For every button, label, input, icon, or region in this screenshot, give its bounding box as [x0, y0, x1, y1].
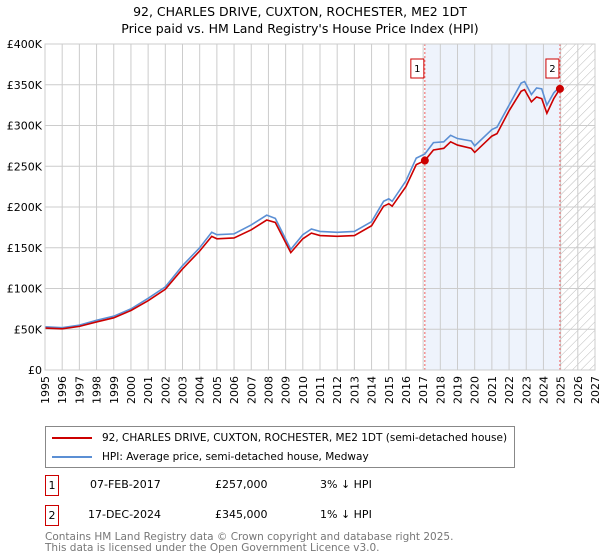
sale-hpi-diff: 1% ↓ HPI — [320, 508, 372, 521]
x-tick-label: 2007 — [245, 376, 258, 404]
red-line-swatch — [52, 437, 92, 439]
x-tick-label: 2009 — [280, 376, 293, 404]
sale-label-box — [410, 58, 425, 79]
chart-subtitle: Price paid vs. HM Land Registry's House … — [121, 21, 479, 36]
legend-item-hpi: HPI: Average price, semi-detached house,… — [52, 449, 369, 465]
x-tick-label: 2015 — [383, 376, 396, 404]
x-tick-label: 1995 — [39, 376, 52, 404]
sale-point — [555, 84, 564, 93]
x-tick-label: 2006 — [228, 376, 241, 404]
y-tick-label: £400K — [7, 38, 43, 51]
x-tick-label: 2002 — [159, 376, 172, 404]
sale-date: 17-DEC-2024 — [88, 508, 162, 521]
y-tick-label: £250K — [7, 160, 43, 173]
y-tick-label: £150K — [7, 242, 43, 255]
sale-badge: 2 — [45, 505, 59, 526]
x-tick-label: 2027 — [589, 376, 600, 404]
x-tick-label: 1997 — [73, 376, 86, 404]
x-tick-label: 2019 — [452, 376, 465, 404]
x-tick-label: 1999 — [108, 376, 121, 404]
sale-point — [420, 156, 429, 165]
x-tick-label: 2011 — [314, 376, 327, 404]
x-tick-label: 2008 — [262, 376, 275, 404]
sale-label-box — [545, 58, 560, 79]
x-tick-label: 2025 — [555, 376, 568, 404]
sale-price: £257,000 — [215, 478, 268, 491]
sale-label: 2 — [549, 64, 555, 75]
chart-title: 92, CHARLES DRIVE, CUXTON, ROCHESTER, ME… — [133, 4, 467, 19]
x-tick-label: 2023 — [520, 376, 533, 404]
legend-label: HPI: Average price, semi-detached house,… — [102, 451, 369, 463]
x-tick-label: 1996 — [56, 376, 69, 404]
x-tick-label: 2013 — [348, 376, 361, 404]
hpi-line — [44, 80, 561, 329]
sale-date: 07-FEB-2017 — [90, 478, 161, 491]
footer: Contains HM Land Registry data © Crown c… — [45, 532, 453, 554]
sale-label: 1 — [414, 64, 420, 75]
x-tick-label: 2003 — [177, 376, 190, 404]
sale-badge: 1 — [45, 475, 59, 496]
property-price-line — [44, 88, 561, 330]
x-tick-label: 2014 — [366, 376, 379, 404]
x-tick-label: 2020 — [469, 376, 482, 404]
x-tick-label: 2022 — [503, 376, 516, 404]
price-chart: 1995 1996 1997 1998 1999 2000 2001 2002 2003 2004… — [7, 38, 600, 404]
legend: 92, CHARLES DRIVE, CUXTON, ROCHESTER, ME… — [45, 426, 515, 468]
x-tick-label: 2000 — [125, 376, 138, 404]
legend-item-property: 92, CHARLES DRIVE, CUXTON, ROCHESTER, ME… — [52, 430, 507, 446]
x-tick-label: 2016 — [400, 376, 413, 404]
y-tick-label: £200K — [7, 201, 43, 214]
x-tick-label: 2012 — [331, 376, 344, 404]
sale-price: £345,000 — [215, 508, 268, 521]
x-tick-label: 2024 — [537, 376, 550, 404]
blue-line-swatch — [52, 456, 92, 458]
footer-line: This data is licensed under the Open Gov… — [45, 542, 380, 554]
y-tick-label: £0 — [28, 364, 42, 377]
x-tick-label: 2017 — [417, 376, 430, 404]
x-tick-label: 2018 — [434, 376, 447, 404]
sale-row: 1 07-FEB-2017 £257,000 3% ↓ HPI — [45, 475, 545, 496]
y-tick-label: £300K — [7, 120, 43, 133]
sale-hpi-diff: 3% ↓ HPI — [320, 478, 372, 491]
x-tick-label: 2001 — [142, 376, 155, 404]
legend-label: 92, CHARLES DRIVE, CUXTON, ROCHESTER, ME… — [102, 432, 508, 444]
y-tick-label: £50K — [14, 323, 43, 336]
x-tick-label: 2010 — [297, 376, 310, 404]
x-tick-label: 1998 — [91, 376, 104, 404]
x-tick-label: 2005 — [211, 376, 224, 404]
y-tick-label: £100K — [7, 283, 43, 296]
sale-row: 2 17-DEC-2024 £345,000 1% ↓ HPI — [45, 505, 545, 526]
x-tick-label: 2021 — [486, 376, 499, 404]
y-tick-label: £350K — [7, 79, 43, 92]
footer-line: Contains HM Land Registry data © Crown c… — [45, 531, 454, 543]
plot-border — [44, 43, 596, 371]
x-tick-label: 2004 — [194, 376, 207, 404]
x-tick-label: 2026 — [572, 376, 585, 404]
